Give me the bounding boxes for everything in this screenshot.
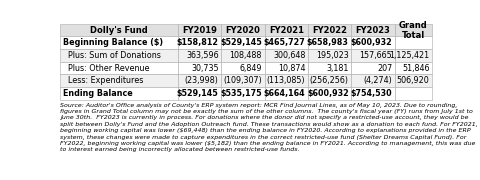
Text: 363,596: 363,596 (186, 51, 218, 60)
Bar (60, 24, 178, 36)
Text: 51,846: 51,846 (402, 64, 430, 73)
Text: $664,164: $664,164 (264, 89, 305, 98)
Bar (308, 75, 351, 87)
Text: $465,727: $465,727 (264, 38, 305, 47)
Text: 157,665: 157,665 (360, 51, 392, 60)
Bar (264, 49, 308, 62)
Bar (60, 62, 178, 75)
Text: 506,920: 506,920 (396, 76, 430, 85)
Bar (178, 75, 221, 87)
Bar (351, 62, 395, 75)
Bar (60, 87, 178, 100)
Bar (264, 36, 308, 49)
Text: $600,932: $600,932 (307, 89, 349, 98)
Text: (4,274): (4,274) (363, 76, 392, 85)
Text: $535,175: $535,175 (220, 89, 262, 98)
Text: FY2019: FY2019 (182, 26, 217, 35)
Bar (264, 87, 308, 100)
Bar (395, 36, 432, 49)
Text: FY2020: FY2020 (226, 26, 260, 35)
Bar (351, 36, 395, 49)
Bar (178, 36, 221, 49)
Text: $658,983: $658,983 (307, 38, 349, 47)
Text: Grand
Total: Grand Total (399, 21, 428, 40)
Bar (308, 36, 351, 49)
Bar (60, 36, 178, 49)
Text: Dolly's Fund: Dolly's Fund (90, 26, 148, 35)
Text: 1,125,421: 1,125,421 (389, 51, 430, 60)
Text: 30,735: 30,735 (191, 64, 218, 73)
Text: 300,648: 300,648 (273, 51, 305, 60)
Text: FY2022: FY2022 (312, 26, 347, 35)
Bar (178, 49, 221, 62)
Text: Less: Expenditures: Less: Expenditures (62, 76, 143, 85)
Text: $529,145: $529,145 (220, 38, 262, 47)
Text: 6,849: 6,849 (240, 64, 262, 73)
Bar (308, 24, 351, 36)
Text: Ending Balance: Ending Balance (62, 89, 132, 98)
Bar (264, 75, 308, 87)
Bar (221, 87, 264, 100)
Bar (178, 62, 221, 75)
Bar (308, 62, 351, 75)
Bar (395, 49, 432, 62)
Bar (221, 24, 264, 36)
Bar (178, 24, 221, 36)
Text: $600,932: $600,932 (350, 38, 392, 47)
Text: Plus: Other Revenue: Plus: Other Revenue (62, 64, 149, 73)
Text: 108,488: 108,488 (229, 51, 262, 60)
Bar (351, 49, 395, 62)
Bar (395, 87, 432, 100)
Text: (113,085): (113,085) (267, 76, 305, 85)
Bar (60, 75, 178, 87)
Text: $754,530: $754,530 (350, 89, 392, 98)
Bar (178, 87, 221, 100)
Text: (109,307): (109,307) (223, 76, 262, 85)
Bar (264, 62, 308, 75)
Bar (351, 24, 395, 36)
Bar (351, 87, 395, 100)
Text: Beginning Balance ($): Beginning Balance ($) (62, 38, 163, 47)
Bar (308, 87, 351, 100)
Text: 3,181: 3,181 (326, 64, 349, 73)
Bar (308, 49, 351, 62)
Text: $158,812: $158,812 (177, 38, 218, 47)
Text: 207: 207 (377, 64, 392, 73)
Bar (221, 62, 264, 75)
Text: 195,023: 195,023 (316, 51, 349, 60)
Text: (256,256): (256,256) (310, 76, 349, 85)
Text: Source: Auditor's Office analysis of County's ERP system report: MCR Find Journa: Source: Auditor's Office analysis of Cou… (60, 103, 478, 152)
Text: FY2023: FY2023 (356, 26, 391, 35)
Text: Plus: Sum of Donations: Plus: Sum of Donations (62, 51, 160, 60)
Text: 10,874: 10,874 (278, 64, 305, 73)
Text: $529,145: $529,145 (177, 89, 218, 98)
Bar (221, 36, 264, 49)
Bar (395, 24, 432, 36)
Bar (221, 75, 264, 87)
Bar (264, 24, 308, 36)
Bar (221, 49, 264, 62)
Bar (395, 62, 432, 75)
Bar (60, 49, 178, 62)
Bar (395, 75, 432, 87)
Text: FY2021: FY2021 (269, 26, 304, 35)
Text: (23,998): (23,998) (185, 76, 218, 85)
Bar (351, 75, 395, 87)
